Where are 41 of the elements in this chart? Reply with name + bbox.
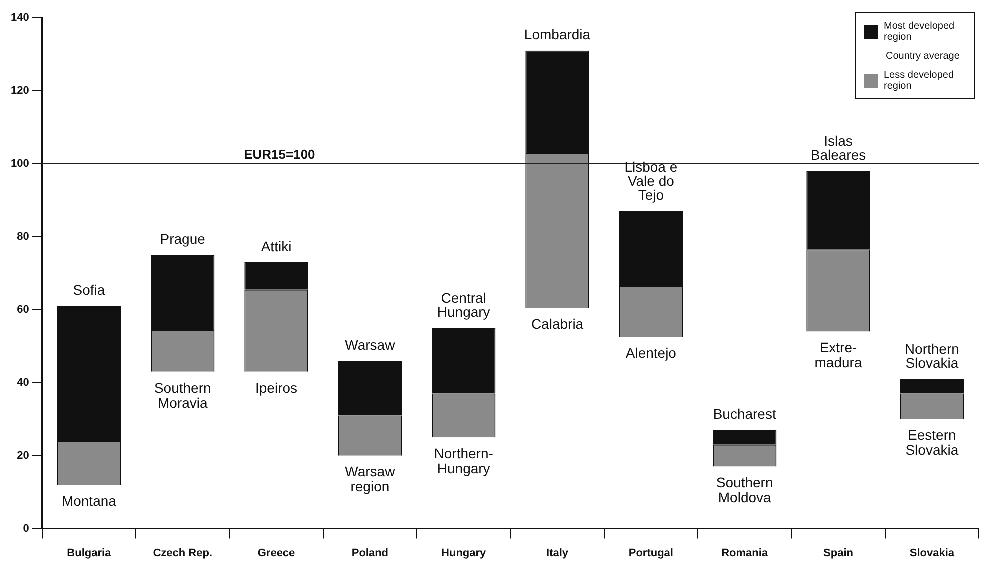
y-tick-label: 0 [23, 522, 30, 535]
annotation: Extre- madura [814, 340, 862, 371]
x-tick-label: Spain [824, 547, 854, 560]
annotation: Northern Slovakia [904, 341, 960, 372]
annotation: Prague [160, 231, 206, 248]
x-tick-label: Czech Rep. [153, 547, 212, 560]
annotation: Northern- Hungary [434, 445, 494, 476]
annotation: Central Hungary [437, 290, 490, 320]
x-tick-label: Italy [546, 547, 570, 560]
annotation: Montana [62, 492, 117, 509]
annotation: Southern Moravia [154, 380, 212, 411]
annotation: Eestern Slovakia [906, 427, 959, 458]
annotation: Islas Baleares [810, 133, 866, 164]
x-tick-label: Portugal [628, 547, 674, 560]
annotation: Country average [885, 50, 961, 64]
y-tick-label: 60 [17, 304, 30, 316]
annotation: Attiki [261, 238, 292, 254]
annotation: Warsaw region [345, 464, 396, 495]
annotation: Southern Moldova [716, 474, 774, 506]
y-tick-label: 140 [10, 12, 30, 24]
annotation: Ipeiros [256, 380, 298, 396]
x-tick-label: Romania [722, 547, 769, 560]
annotation: Calabria [531, 316, 584, 332]
annotation: Alentejo [626, 345, 677, 362]
x-tick-label: Poland [352, 547, 389, 560]
x-tick-label: Bulgaria [67, 547, 112, 560]
legend-label: Most developed region [884, 21, 956, 43]
annotation: Lombardia [524, 26, 591, 43]
y-tick-label: 40 [17, 376, 30, 389]
y-tick-label: 120 [10, 85, 30, 98]
ref-line-label: EUR15=100 [244, 147, 316, 162]
y-tick-label: 100 [10, 158, 30, 170]
x-tick-label: Greece [258, 547, 296, 560]
y-tick-label: 20 [17, 450, 30, 462]
legend-label: Less developed region [884, 70, 956, 92]
y-tick-label: 80 [17, 230, 30, 243]
x-tick-label: Slovakia [910, 547, 956, 560]
annotation: Sofia [73, 282, 106, 298]
annotation: Warsaw [345, 336, 396, 353]
annotation: Bucharest [713, 406, 776, 422]
x-tick-label: Hungary [442, 547, 488, 560]
